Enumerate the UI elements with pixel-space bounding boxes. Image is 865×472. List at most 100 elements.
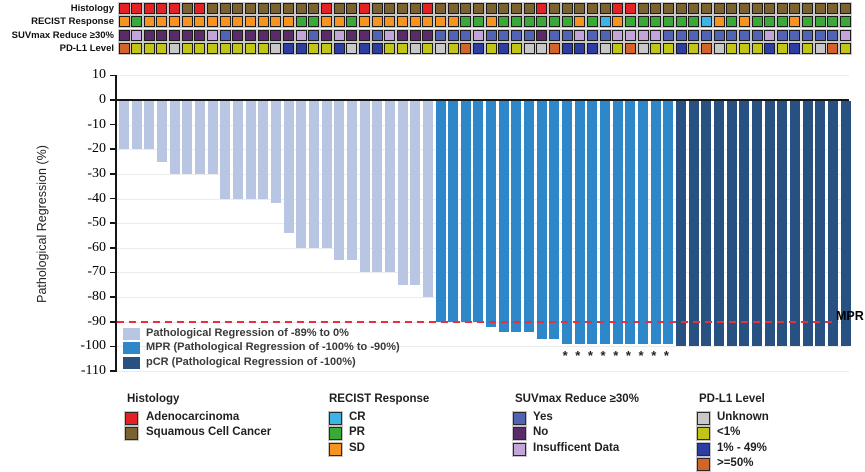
suvmax-cell bbox=[599, 29, 611, 41]
suvmax-cell bbox=[764, 29, 776, 41]
recist-cell bbox=[409, 16, 421, 28]
regression-bar bbox=[764, 101, 775, 347]
legend-swatch bbox=[513, 412, 526, 425]
regression-bar bbox=[460, 101, 471, 322]
regression-bar bbox=[207, 101, 218, 174]
pdl1-cell bbox=[485, 43, 497, 55]
suvmax-cell bbox=[384, 29, 396, 41]
regression-bar bbox=[384, 101, 395, 273]
track-label-pdl1: PD-L1 Level bbox=[59, 43, 114, 55]
regression-bar bbox=[410, 101, 421, 285]
recist-cell bbox=[295, 16, 307, 28]
pdl1-cell bbox=[447, 43, 459, 55]
suvmax-cell bbox=[409, 29, 421, 41]
y-axis-tick bbox=[109, 99, 117, 101]
recist-cell bbox=[219, 16, 231, 28]
suvmax-cell bbox=[283, 29, 295, 41]
pdl1-cell bbox=[789, 43, 801, 55]
pdl1-cell bbox=[574, 43, 586, 55]
legend-group-title: PD-L1 Level bbox=[699, 393, 765, 405]
legend-swatch bbox=[329, 412, 342, 425]
y-tick-label: -90 bbox=[87, 313, 106, 329]
pdl1-cell bbox=[662, 43, 674, 55]
legend-group-title: RECIST Response bbox=[329, 393, 430, 405]
y-axis-tick bbox=[109, 173, 117, 175]
pdl1-cell bbox=[308, 43, 320, 55]
pdl1-cell bbox=[776, 43, 788, 55]
histology-cell bbox=[295, 3, 307, 14]
suvmax-cell bbox=[447, 29, 459, 41]
regression-bar bbox=[815, 101, 826, 347]
y-tick-label: -20 bbox=[87, 141, 106, 157]
regression-bar bbox=[194, 101, 205, 174]
legend-swatch bbox=[697, 458, 710, 472]
histology-cell bbox=[700, 3, 712, 14]
suvmax-cell bbox=[637, 29, 649, 41]
recist-cell bbox=[472, 16, 484, 28]
pdl1-cell bbox=[156, 43, 168, 55]
histology-cell bbox=[612, 3, 624, 14]
regression-bar bbox=[638, 101, 649, 344]
y-axis-tick bbox=[109, 74, 117, 77]
significance-asterisk: * bbox=[663, 348, 669, 363]
recist-cell bbox=[827, 16, 839, 28]
pdl1-cell bbox=[548, 43, 560, 55]
recist-cell bbox=[751, 16, 763, 28]
regression-bar bbox=[486, 101, 497, 327]
regression-bar bbox=[144, 101, 155, 150]
suvmax-cell bbox=[624, 29, 636, 41]
y-tick-label: -50 bbox=[87, 215, 106, 231]
recist-cell bbox=[270, 16, 282, 28]
pdl1-cell bbox=[270, 43, 282, 55]
histology-cell bbox=[371, 3, 383, 14]
pdl1-cell bbox=[333, 43, 345, 55]
pdl1-cell bbox=[738, 43, 750, 55]
histology-cell bbox=[764, 3, 776, 14]
legend-item-label: No bbox=[533, 426, 549, 439]
histology-cell bbox=[738, 3, 750, 14]
histology-cell bbox=[194, 3, 206, 14]
suvmax-cell bbox=[726, 29, 738, 41]
histology-cell bbox=[510, 3, 522, 14]
histology-cell bbox=[599, 3, 611, 14]
legend-swatch bbox=[125, 427, 138, 441]
y-axis-tick bbox=[109, 123, 117, 126]
recist-cell bbox=[346, 16, 358, 28]
regression-bar bbox=[156, 101, 167, 162]
histology-cell bbox=[574, 3, 586, 14]
histology-cell bbox=[131, 3, 143, 14]
histology-cell bbox=[561, 3, 573, 14]
recist-cell bbox=[561, 16, 573, 28]
regression-bar bbox=[448, 101, 459, 322]
y-axis-tick bbox=[109, 370, 117, 372]
recist-cell bbox=[650, 16, 662, 28]
regression-bar bbox=[258, 101, 269, 199]
regression-bar bbox=[346, 101, 357, 261]
regression-bar bbox=[220, 101, 231, 199]
significance-asterisk: * bbox=[651, 348, 657, 363]
mpr-threshold-line bbox=[116, 320, 832, 323]
histology-cell bbox=[498, 3, 510, 14]
histology-cell bbox=[662, 3, 674, 14]
regression-bar bbox=[524, 101, 535, 332]
suvmax-cell bbox=[802, 29, 814, 41]
suvmax-cell bbox=[675, 29, 687, 41]
pdl1-cell bbox=[143, 43, 155, 55]
pdl1-cell bbox=[840, 43, 852, 55]
recist-cell bbox=[624, 16, 636, 28]
pdl1-cell bbox=[523, 43, 535, 55]
regression-bar bbox=[752, 101, 762, 347]
regression-bar bbox=[549, 101, 560, 339]
y-tick-label: -40 bbox=[87, 190, 106, 206]
significance-asterisk: * bbox=[600, 348, 606, 363]
recist-cell bbox=[447, 16, 459, 28]
pdl1-cell bbox=[536, 43, 548, 55]
significance-asterisk: * bbox=[638, 348, 644, 363]
recist-cell bbox=[397, 16, 409, 28]
y-tick-label: 0 bbox=[99, 92, 106, 107]
pdl1-cell bbox=[510, 43, 522, 55]
histology-cell bbox=[384, 3, 396, 14]
pdl1-cell bbox=[612, 43, 624, 55]
